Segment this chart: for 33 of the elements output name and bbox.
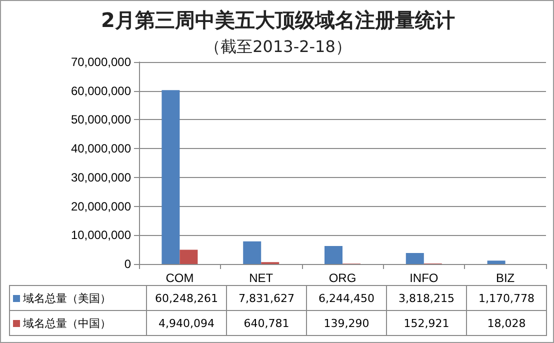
data-label: 139,290 bbox=[306, 310, 386, 336]
bar bbox=[243, 241, 262, 264]
data-label: 60,248,261 bbox=[146, 286, 226, 310]
x-tick-label: COM bbox=[166, 271, 194, 285]
y-tick-label: 60,000,000 bbox=[70, 84, 132, 98]
y-tick-label: 50,000,000 bbox=[70, 112, 132, 127]
x-tick-label: INFO bbox=[410, 271, 438, 285]
legend-label: 域名总量（中国） bbox=[10, 310, 146, 336]
y-tick-label: 30,000,000 bbox=[70, 170, 132, 184]
data-label: 3,818,215 bbox=[386, 286, 466, 310]
data-label: 1,170,778 bbox=[466, 286, 546, 310]
bar bbox=[406, 252, 424, 264]
y-tick-label: 40,000,000 bbox=[70, 142, 132, 156]
y-tick-label: 0 bbox=[124, 257, 132, 271]
x-tick-label: BIZ bbox=[496, 271, 515, 285]
bar bbox=[162, 90, 180, 264]
bar bbox=[324, 246, 342, 264]
y-tick-label: 20,000,000 bbox=[70, 199, 132, 214]
legend-label: 域名总量（美国） bbox=[10, 286, 146, 310]
chart-subtitle: （截至2013-2-18） bbox=[204, 37, 352, 56]
data-label: 4,940,094 bbox=[146, 310, 226, 336]
x-tick-label: ORG bbox=[328, 271, 356, 285]
data-label: 152,921 bbox=[386, 310, 466, 336]
chart-title: 2月第三周中美五大顶级域名注册量统计 bbox=[100, 7, 456, 34]
y-tick-label: 10,000,000 bbox=[70, 228, 132, 242]
y-tick-label: 70,000,000 bbox=[70, 55, 132, 69]
data-label: 7,831,627 bbox=[226, 286, 306, 310]
data-label: 640,781 bbox=[226, 310, 306, 336]
data-label: 18,028 bbox=[466, 310, 546, 336]
bar bbox=[487, 260, 506, 264]
data-label: 6,244,450 bbox=[306, 286, 386, 310]
x-tick-label: NET bbox=[249, 271, 274, 285]
bar bbox=[180, 250, 198, 264]
